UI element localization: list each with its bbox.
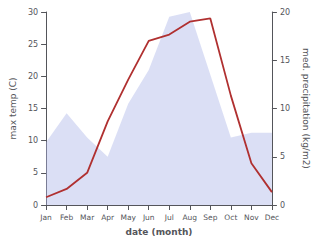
svg-text:30: 30: [28, 8, 38, 17]
svg-text:Feb: Feb: [60, 213, 74, 222]
svg-text:10: 10: [28, 136, 38, 145]
svg-text:Jun: Jun: [142, 213, 155, 222]
svg-text:5: 5: [33, 168, 38, 177]
svg-text:date (month): date (month): [126, 227, 193, 237]
svg-text:Oct: Oct: [224, 213, 237, 222]
svg-text:Nov: Nov: [244, 213, 259, 222]
svg-text:med. precipitation (kg/m2): med. precipitation (kg/m2): [301, 48, 311, 169]
svg-text:20: 20: [280, 8, 290, 17]
svg-text:May: May: [120, 213, 136, 222]
svg-text:10: 10: [280, 104, 290, 113]
svg-text:15: 15: [28, 104, 38, 113]
svg-text:max temp (C): max temp (C): [8, 77, 18, 139]
svg-text:Mar: Mar: [80, 213, 95, 222]
svg-text:20: 20: [28, 72, 38, 81]
svg-text:25: 25: [28, 40, 38, 49]
svg-text:Aug: Aug: [182, 213, 197, 222]
svg-text:Jan: Jan: [39, 213, 52, 222]
svg-text:5: 5: [280, 152, 285, 161]
svg-text:15: 15: [280, 56, 290, 65]
svg-text:Apr: Apr: [101, 213, 115, 222]
svg-text:0: 0: [33, 201, 38, 210]
svg-text:Jul: Jul: [164, 213, 174, 222]
svg-text:0: 0: [280, 201, 285, 210]
svg-text:Sep: Sep: [203, 213, 217, 222]
svg-text:Dec: Dec: [265, 213, 280, 222]
